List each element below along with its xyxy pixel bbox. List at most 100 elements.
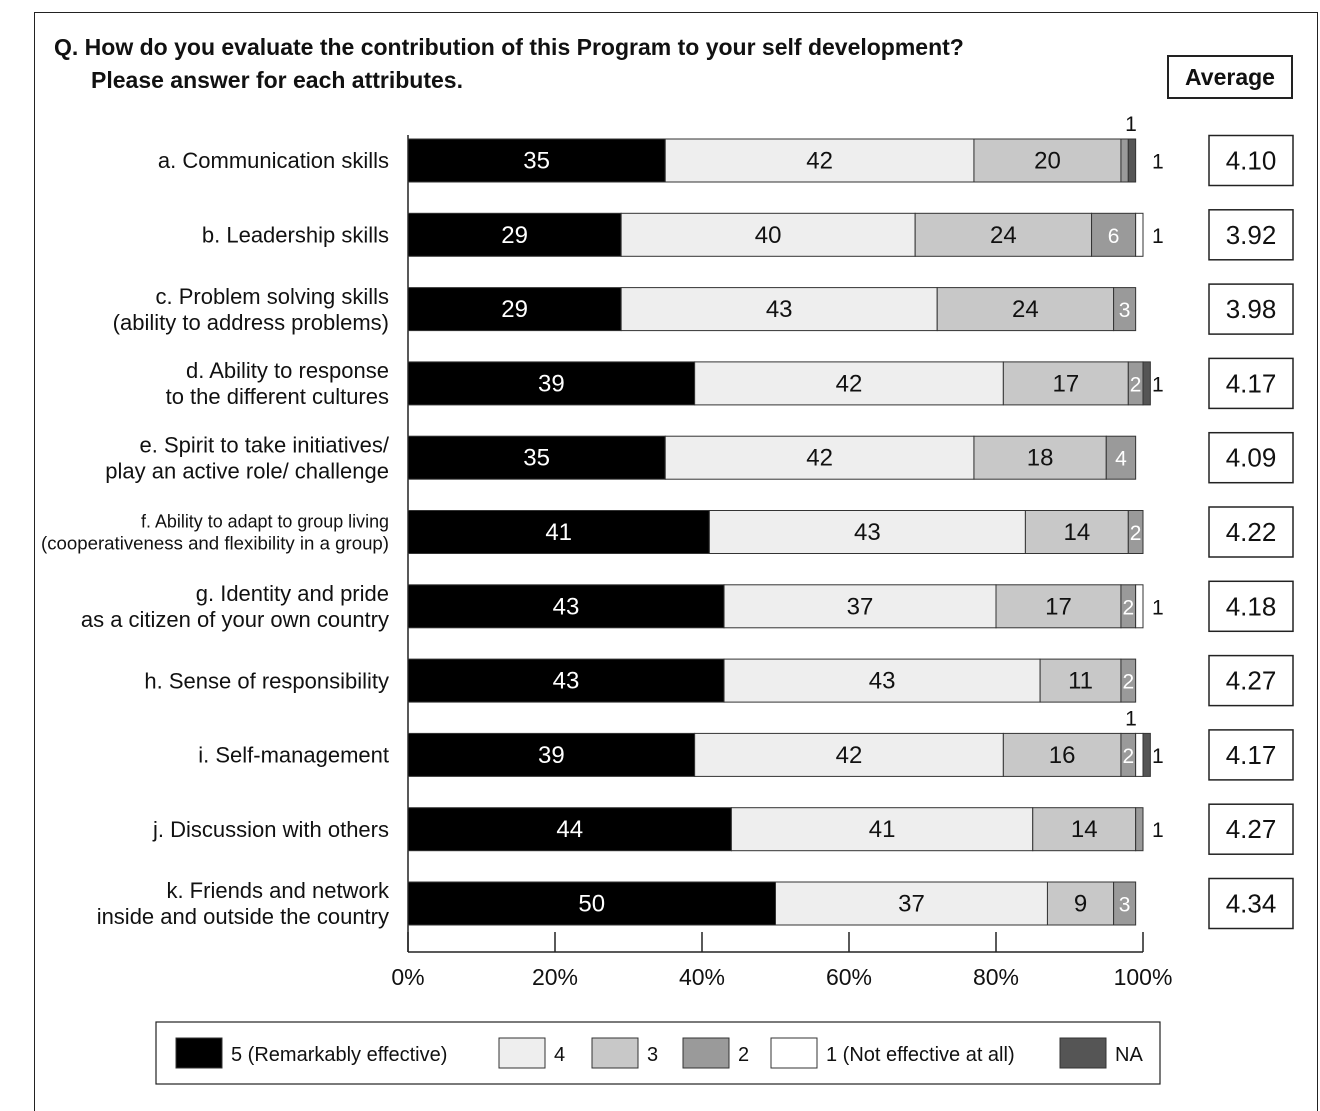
data-label: 16 xyxy=(1049,742,1076,769)
average-box xyxy=(1208,506,1294,558)
legend-swatch-4 xyxy=(498,1037,546,1069)
average-value: 4.17 xyxy=(1226,740,1277,770)
data-label: 24 xyxy=(990,222,1017,249)
data-label: 14 xyxy=(1071,816,1098,843)
x-tick-label: 100% xyxy=(1114,964,1173,990)
category-label: k. Friends and network xyxy=(166,878,390,903)
data-label: 41 xyxy=(869,816,896,843)
bar-segment-na xyxy=(1142,732,1151,777)
average-box xyxy=(1208,209,1294,261)
data-label: 42 xyxy=(806,148,833,175)
bar-segment-5-remarkably-effective xyxy=(407,732,696,777)
data-label: 17 xyxy=(1045,593,1072,620)
average-box xyxy=(1208,357,1294,410)
average-value: 4.09 xyxy=(1226,443,1277,473)
data-label: 37 xyxy=(898,891,925,918)
bar-segment-2 xyxy=(1105,435,1137,480)
legend-swatch-3 xyxy=(591,1037,639,1069)
data-label: 42 xyxy=(836,742,863,769)
data-label: 43 xyxy=(869,668,896,695)
legend-label: 1 (Not effective at all) xyxy=(826,1044,1015,1066)
average-value: 4.10 xyxy=(1226,146,1277,176)
average-box xyxy=(1208,877,1294,930)
average-value: 3.92 xyxy=(1226,220,1277,250)
x-tick-label: 0% xyxy=(391,964,424,990)
legend-swatch-2 xyxy=(682,1037,730,1069)
average-box xyxy=(1208,431,1294,484)
data-label: 29 xyxy=(501,296,528,323)
average-value: 4.27 xyxy=(1226,666,1277,696)
category-label: i. Self-management xyxy=(198,743,389,768)
outside-data-label: 1 xyxy=(1152,745,1164,768)
category-label: a. Communication skills xyxy=(158,148,389,173)
bar-segment-4 xyxy=(730,807,1034,852)
data-label: 29 xyxy=(501,222,528,249)
bar-segment-2 xyxy=(1127,510,1144,554)
data-label: 41 xyxy=(545,519,572,546)
bar-segment-3 xyxy=(914,212,1093,257)
data-label: 35 xyxy=(523,445,550,472)
bar-segment-5-remarkably-effective xyxy=(407,361,696,406)
data-label: 43 xyxy=(766,296,793,323)
category-label: inside and outside the country xyxy=(97,904,389,929)
bar-segment-3 xyxy=(973,138,1122,183)
x-tick-label: 20% xyxy=(532,964,578,990)
bar-segment-3 xyxy=(1002,732,1122,777)
average-box xyxy=(1208,134,1294,187)
average-value: 3.98 xyxy=(1226,294,1277,324)
data-label: 20 xyxy=(1034,148,1061,175)
data-label: 24 xyxy=(1012,296,1039,323)
bar-segment-4 xyxy=(664,138,975,183)
data-label: 50 xyxy=(578,891,605,918)
category-label: j. Discussion with others xyxy=(152,817,389,842)
legend-label: 4 xyxy=(554,1044,565,1066)
x-tick-label: 60% xyxy=(826,964,872,990)
data-label: 44 xyxy=(556,816,583,843)
data-label: 18 xyxy=(1027,445,1054,472)
bar-segment-2 xyxy=(1113,881,1137,926)
legend-swatch-5-remarkably-effective xyxy=(175,1037,223,1069)
bar-segment-2 xyxy=(1120,138,1129,183)
category-label: b. Leadership skills xyxy=(202,223,389,248)
outside-data-label: 1 xyxy=(1152,225,1164,248)
data-label: 3 xyxy=(1119,894,1131,917)
bar-segment-5-remarkably-effective xyxy=(407,287,622,332)
category-label: f. Ability to adapt to group living xyxy=(141,511,389,531)
top-data-label: 1 xyxy=(1125,707,1137,730)
top-data-label: 1 xyxy=(1125,113,1137,136)
data-label: 2 xyxy=(1130,522,1142,545)
x-tick-label: 80% xyxy=(973,964,1019,990)
category-label: to the different cultures xyxy=(166,384,389,409)
data-label: 43 xyxy=(854,519,881,546)
data-label: 42 xyxy=(806,445,833,472)
data-label: 43 xyxy=(553,668,580,695)
bar-segment-2 xyxy=(1120,658,1137,703)
bar-segment-4 xyxy=(723,584,997,629)
bar-segment-4 xyxy=(694,732,1004,777)
average-value: 4.34 xyxy=(1226,889,1277,919)
outside-data-label: 1 xyxy=(1152,373,1164,396)
data-label: 2 xyxy=(1122,596,1134,619)
bar-segment-4 xyxy=(694,361,1004,406)
data-label: 40 xyxy=(755,222,782,249)
bar-segment-na xyxy=(1127,138,1137,183)
bar-segment-1-not-effective-at-all xyxy=(1135,732,1144,777)
bar-segment-5-remarkably-effective xyxy=(407,212,622,257)
bar-segment-3 xyxy=(1039,658,1122,703)
data-label: 2 xyxy=(1122,671,1134,694)
bar-segment-3 xyxy=(936,287,1115,332)
data-label: 6 xyxy=(1108,225,1120,248)
legend-swatch-1-not-effective-at-all xyxy=(770,1037,818,1069)
category-label: d. Ability to response xyxy=(186,358,389,383)
legend-label: NA xyxy=(1115,1044,1143,1066)
outside-data-label: 1 xyxy=(1152,151,1164,174)
question-title: Q. How do you evaluate the contribution … xyxy=(54,34,964,60)
average-box xyxy=(1208,803,1294,855)
bar-segment-3 xyxy=(973,435,1107,480)
category-label: play an active role/ challenge xyxy=(105,458,389,483)
legend-box xyxy=(155,1021,1161,1085)
average-header: Average xyxy=(1167,55,1293,99)
chart-frame xyxy=(34,12,1318,1111)
average-box xyxy=(1208,580,1294,633)
